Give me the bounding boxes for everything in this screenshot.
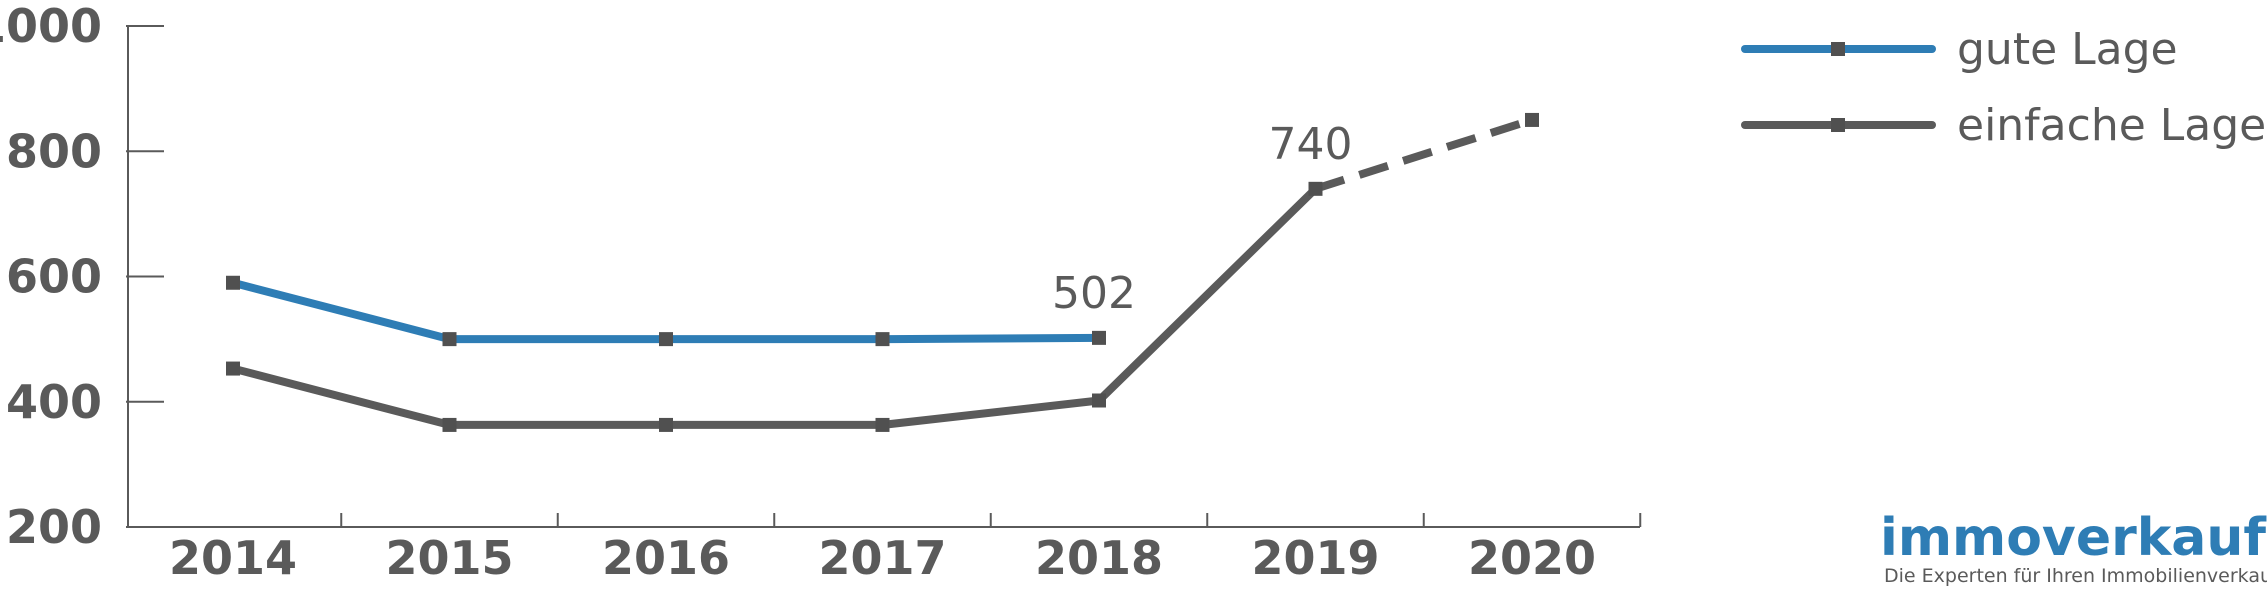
x-tick-label: 2015 — [385, 531, 513, 585]
logo-brand-text: immoverkauf24 — [1880, 508, 2267, 568]
series-line-0 — [229, 278, 1103, 344]
x-tick-label: 2019 — [1251, 531, 1379, 585]
x-tick-label: 2018 — [1035, 531, 1163, 585]
data-labels: 502 740 — [1052, 119, 1352, 319]
data-label: 502 — [1052, 268, 1136, 319]
legend-label: gute Lage — [1957, 24, 2178, 75]
brand-logo: immoverkauf24 Die Experten für Ihren Imm… — [1880, 508, 2267, 587]
data-point-marker — [442, 332, 457, 347]
data-point-marker — [226, 361, 240, 376]
legend-label: einfache Lage — [1957, 100, 2266, 151]
series-line-1 — [229, 184, 1320, 429]
x-tick-label: 2020 — [1468, 531, 1596, 585]
data-point-marker — [226, 275, 240, 290]
x-tick-label: 2014 — [169, 531, 297, 585]
data-point-marker — [1092, 330, 1106, 345]
x-tick-label: 2016 — [602, 531, 730, 585]
series-markers — [226, 112, 1539, 432]
y-tick-label: 1000 — [0, 0, 102, 53]
data-point-marker — [875, 417, 890, 432]
data-point-marker — [1308, 181, 1323, 196]
data-point-marker — [1092, 393, 1106, 408]
data-label: 740 — [1269, 119, 1353, 170]
data-point-marker — [875, 332, 890, 347]
legend: gute Lage einfache Lage — [1741, 24, 2266, 151]
y-tick-label: 200 — [6, 500, 102, 554]
logo-brand-word: immoverkauf — [1880, 508, 2267, 568]
data-point-marker — [659, 332, 673, 347]
logo-tagline: Die Experten für Ihren Immobilienverkauf — [1884, 565, 2267, 587]
y-tick-label: 400 — [6, 375, 102, 429]
legend-swatch-marker — [1831, 118, 1845, 132]
y-tick-label: 600 — [6, 250, 102, 304]
legend-swatch-marker — [1831, 42, 1845, 56]
axes: 200 400 600 800 1000 2014 2015 2016 2017 2018 2019… — [0, 0, 1642, 585]
data-point-marker — [659, 417, 673, 432]
data-point-marker — [1525, 112, 1539, 127]
x-tick-label: 2017 — [818, 531, 946, 585]
series-line-dashed-1 — [1314, 116, 1534, 193]
data-point-marker — [442, 417, 457, 432]
y-tick-label: 800 — [6, 124, 102, 178]
